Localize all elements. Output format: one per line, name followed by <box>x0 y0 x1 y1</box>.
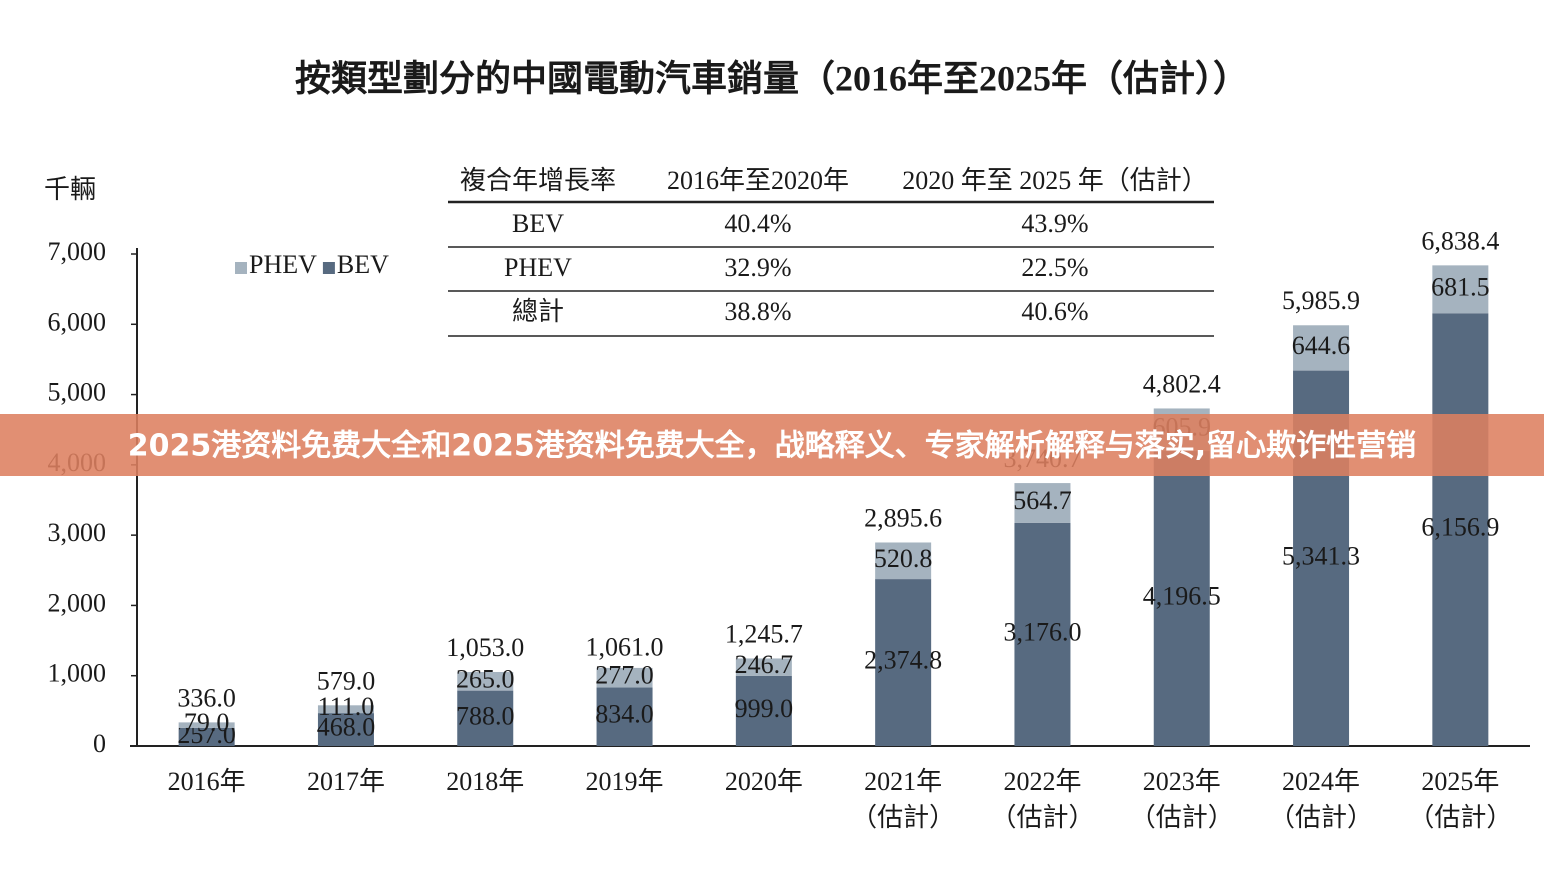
x-tick-note: （估計） <box>851 803 955 832</box>
total-label: 1,245.7 <box>725 619 803 648</box>
bar-segment <box>875 579 932 746</box>
segment-label: 246.7 <box>735 650 794 679</box>
y-tick-label: 0 <box>93 729 106 758</box>
y-tick-label: 3,000 <box>48 518 107 547</box>
x-tick-label: 2023年 <box>1143 767 1221 796</box>
x-tick-label: 2020年 <box>725 767 803 796</box>
bar-segment <box>735 658 792 676</box>
total-label: 6,838.4 <box>1421 226 1499 255</box>
total-label: 4,802.4 <box>1143 369 1221 398</box>
segment-label: 788.0 <box>456 701 515 730</box>
segment-label: 3,176.0 <box>1003 617 1081 646</box>
cagr-table: 複合年增長率 2016年至2020年 2020 年至 2025 年（估計） BEV 40… <box>448 166 1214 337</box>
segment-label: 2,374.8 <box>864 646 942 675</box>
bar-segment <box>1432 313 1489 746</box>
table-cell: PHEV <box>504 253 572 282</box>
segment-label: 6,156.9 <box>1421 513 1499 542</box>
legend-swatch <box>322 262 335 274</box>
table-header: 2020 年至 2025 年（估計） <box>902 166 1208 195</box>
segment-label: 644.6 <box>1292 331 1351 360</box>
bar-segment <box>457 671 514 691</box>
x-tick-label: 2017年 <box>307 767 385 796</box>
y-tick-label: 2,000 <box>48 588 107 617</box>
table-cell: 40.4% <box>724 209 791 238</box>
y-tick-label: 6,000 <box>48 307 107 336</box>
table-cell: 32.9% <box>724 253 791 282</box>
x-tick-label: 2016年 <box>168 767 246 796</box>
x-tick-note: （估計） <box>1269 803 1373 832</box>
chart-title: 按類型劃分的中國電動汽車銷量（2016年至2025年（估計）） <box>295 57 1249 98</box>
bar-segment <box>317 705 374 714</box>
segment-label: 111.0 <box>318 692 375 721</box>
bar-segment <box>875 542 932 580</box>
x-tick-label: 2019年 <box>586 767 664 796</box>
total-label: 579.0 <box>317 666 376 695</box>
y-axis-label: 千輛 <box>44 175 96 204</box>
bar-segment <box>596 667 653 688</box>
x-tick-note: （估計） <box>1408 803 1512 832</box>
x-tick-label: 2024年 <box>1282 767 1360 796</box>
segment-label: 834.0 <box>595 700 654 729</box>
legend-swatch <box>235 262 247 274</box>
segment-label: 277.0 <box>595 661 654 690</box>
table-cell: BEV <box>512 209 564 238</box>
table-cell: 38.8% <box>724 297 791 326</box>
table-cell: 40.6% <box>1021 297 1088 326</box>
x-tick-label: 2022年 <box>1003 767 1081 796</box>
banner-background <box>0 414 1544 476</box>
segment-label: 5,341.3 <box>1282 541 1360 570</box>
segment-label: 79.0 <box>184 708 230 737</box>
table-cell: 43.9% <box>1021 209 1088 238</box>
x-tick-label: 2018年 <box>446 767 524 796</box>
table-header: 2016年至2020年 <box>667 166 849 195</box>
x-tick-note: （估計） <box>1130 803 1234 832</box>
total-label: 5,985.9 <box>1282 286 1360 315</box>
total-label: 1,053.0 <box>446 633 524 662</box>
bar-segment <box>735 675 792 746</box>
segment-label: 4,196.5 <box>1143 581 1221 610</box>
banner: 2025港资料免费大全和2025港资料免费大全，战略释义、专家解析解释与落实,留… <box>0 414 1544 476</box>
total-label: 1,061.0 <box>586 632 664 661</box>
legend-label: PHEV <box>249 250 317 279</box>
total-label: 2,895.6 <box>864 503 942 532</box>
table-header: 複合年增長率 <box>460 166 616 195</box>
segment-label: 520.8 <box>874 544 933 573</box>
x-tick-note: （估計） <box>990 803 1094 832</box>
bar-segment <box>317 713 374 746</box>
y-tick-label: 5,000 <box>48 378 107 407</box>
bar-segment <box>457 690 514 746</box>
y-tick-label: 7,000 <box>48 237 107 266</box>
legend-label: BEV <box>337 250 389 279</box>
banner-text: 2025港资料免费大全和2025港资料免费大全，战略释义、专家解析解释与落实,留… <box>128 429 1416 464</box>
bar-segment <box>1153 451 1210 746</box>
table-cell: 22.5% <box>1021 253 1088 282</box>
bar-segment <box>1014 483 1071 523</box>
table-cell: 總計 <box>512 297 564 326</box>
segment-label: 468.0 <box>317 713 376 742</box>
bar-segment <box>1293 325 1350 371</box>
x-tick-label: 2025年 <box>1421 767 1499 796</box>
x-tick-label: 2021年 <box>864 767 942 796</box>
bar-segment <box>178 722 235 728</box>
segment-label: 564.7 <box>1013 486 1072 515</box>
y-tick-label: 1,000 <box>48 659 107 688</box>
bar-segment <box>596 687 653 746</box>
segment-label: 265.0 <box>456 664 515 693</box>
segment-label: 681.5 <box>1431 272 1490 301</box>
bar-segment <box>1432 265 1489 314</box>
bar-segment <box>178 727 235 746</box>
segment-label: 999.0 <box>735 694 794 723</box>
total-label: 336.0 <box>177 683 236 712</box>
bar-segment <box>1014 522 1071 746</box>
